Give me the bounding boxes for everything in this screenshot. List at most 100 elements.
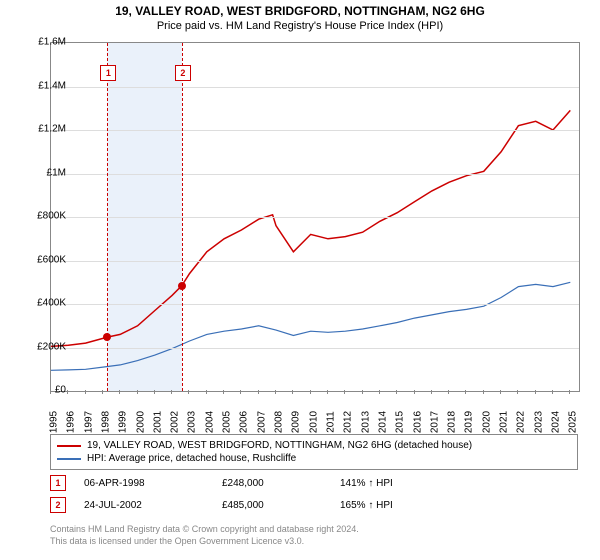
x-tick (517, 390, 518, 394)
y-tick-label: £200K (22, 341, 66, 352)
x-tick (431, 390, 432, 394)
chart-plot-area: 12 (50, 42, 580, 392)
x-tick (119, 390, 120, 394)
x-tick-label: 2024 (551, 411, 562, 433)
y-tick-label: £0 (22, 385, 66, 396)
x-tick-label: 2005 (222, 411, 233, 433)
event-price: £485,000 (222, 500, 322, 511)
gridline (51, 261, 579, 262)
gridline (51, 130, 579, 131)
y-tick-label: £1.4M (22, 80, 66, 91)
x-tick-label: 2006 (239, 411, 250, 433)
x-tick-label: 2004 (204, 411, 215, 433)
event-row: 1 06-APR-1998 £248,000 141% ↑ HPI (50, 472, 578, 494)
gridline (51, 217, 579, 218)
x-tick (535, 390, 536, 394)
x-tick-label: 2022 (516, 411, 527, 433)
x-tick (327, 390, 328, 394)
x-tick-label: 2009 (291, 411, 302, 433)
x-tick-label: 2013 (360, 411, 371, 433)
legend: 19, VALLEY ROAD, WEST BRIDGFORD, NOTTING… (50, 434, 578, 470)
series-line-property (51, 110, 570, 346)
y-tick-label: £400K (22, 298, 66, 309)
x-tick (154, 390, 155, 394)
x-tick-label: 1996 (66, 411, 77, 433)
x-tick-label: 1995 (49, 411, 60, 433)
x-tick (414, 390, 415, 394)
x-tick (483, 390, 484, 394)
x-tick (275, 390, 276, 394)
x-tick (171, 390, 172, 394)
x-tick (465, 390, 466, 394)
x-tick (223, 390, 224, 394)
chart-subtitle: Price paid vs. HM Land Registry's House … (0, 18, 600, 36)
x-tick (137, 390, 138, 394)
legend-swatch (57, 458, 81, 460)
x-tick (85, 390, 86, 394)
x-tick-label: 2008 (274, 411, 285, 433)
x-tick-label: 2020 (481, 411, 492, 433)
x-tick-label: 2018 (447, 411, 458, 433)
x-tick (500, 390, 501, 394)
x-tick-label: 2007 (256, 411, 267, 433)
x-tick-label: 2002 (170, 411, 181, 433)
event-point-marker (103, 333, 111, 341)
event-marker-box: 2 (175, 65, 191, 81)
x-tick-label: 2021 (499, 411, 510, 433)
x-tick-label: 2025 (568, 411, 579, 433)
x-tick (240, 390, 241, 394)
event-point-marker (178, 282, 186, 290)
x-tick (344, 390, 345, 394)
x-tick (206, 390, 207, 394)
event-hpi-delta: 141% ↑ HPI (340, 478, 440, 489)
x-tick (569, 390, 570, 394)
event-date: 06-APR-1998 (84, 478, 204, 489)
legend-row: HPI: Average price, detached house, Rush… (57, 452, 571, 465)
event-vline (182, 43, 183, 391)
x-tick (396, 390, 397, 394)
y-tick-label: £800K (22, 211, 66, 222)
legend-swatch (57, 445, 81, 447)
x-tick-label: 2017 (429, 411, 440, 433)
x-tick (258, 390, 259, 394)
legend-label: 19, VALLEY ROAD, WEST BRIDGFORD, NOTTING… (87, 440, 472, 451)
x-tick (67, 390, 68, 394)
events-table: 1 06-APR-1998 £248,000 141% ↑ HPI 2 24-JUL-20… (50, 472, 578, 516)
attribution-line1: Contains HM Land Registry data © Crown c… (50, 524, 578, 536)
x-tick-label: 2015 (395, 411, 406, 433)
legend-row: 19, VALLEY ROAD, WEST BRIDGFORD, NOTTING… (57, 439, 571, 452)
x-tick-label: 2011 (325, 411, 336, 433)
gridline (51, 348, 579, 349)
event-marker-icon: 2 (50, 497, 66, 513)
event-price: £248,000 (222, 478, 322, 489)
legend-label: HPI: Average price, detached house, Rush… (87, 453, 296, 464)
gridline (51, 87, 579, 88)
x-tick-label: 2010 (308, 411, 319, 433)
x-tick-label: 2014 (377, 411, 388, 433)
y-tick-label: £600K (22, 254, 66, 265)
x-tick (102, 390, 103, 394)
x-tick (448, 390, 449, 394)
x-tick-label: 1998 (100, 411, 111, 433)
attribution-line2: This data is licensed under the Open Gov… (50, 536, 578, 548)
y-tick-label: £1.6M (22, 37, 66, 48)
x-tick (379, 390, 380, 394)
x-tick-label: 2016 (412, 411, 423, 433)
x-tick-label: 1997 (83, 411, 94, 433)
x-tick (292, 390, 293, 394)
event-date: 24-JUL-2002 (84, 500, 204, 511)
x-tick (310, 390, 311, 394)
gridline (51, 304, 579, 305)
chart-title: 19, VALLEY ROAD, WEST BRIDGFORD, NOTTING… (0, 0, 600, 18)
series-line-hpi (51, 282, 570, 370)
x-tick-label: 2003 (187, 411, 198, 433)
gridline (51, 174, 579, 175)
x-tick-label: 2001 (152, 411, 163, 433)
x-tick (362, 390, 363, 394)
x-tick-label: 2000 (135, 411, 146, 433)
event-marker-icon: 1 (50, 475, 66, 491)
y-tick-label: £1.2M (22, 124, 66, 135)
x-tick (50, 390, 51, 394)
y-tick-label: £1M (22, 167, 66, 178)
x-tick-label: 2023 (533, 411, 544, 433)
